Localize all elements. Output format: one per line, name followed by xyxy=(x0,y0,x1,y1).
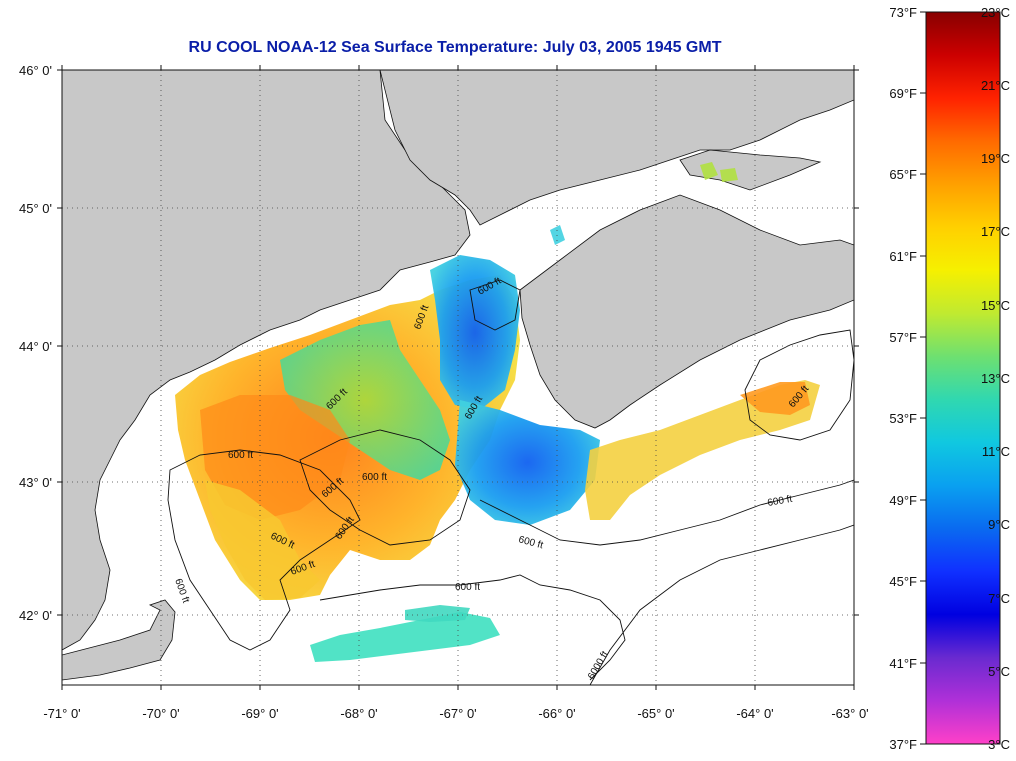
colorbar-c-label: 9°C xyxy=(988,517,1010,532)
colorbar-bar xyxy=(925,11,1001,745)
colorbar-f-label: 37°F xyxy=(889,737,917,752)
contour-label: 600 ft xyxy=(455,582,480,593)
sst-patch-south-small xyxy=(405,605,470,622)
contour-south-600 xyxy=(319,574,626,681)
lon-label: -65° 0' xyxy=(637,706,674,721)
colorbar-c-label: 17°C xyxy=(981,224,1010,239)
lat-label: 44° 0' xyxy=(19,339,52,354)
longitude-labels: -71° 0' -70° 0' -69° 0' -68° 0' -67° 0' … xyxy=(43,706,868,721)
colorbar-f-label: 73°F xyxy=(889,5,917,20)
land-new-england xyxy=(62,70,471,651)
colorbar-celsius-labels: 23°C 21°C 19°C 17°C 15°C 13°C 11°C 9°C 7… xyxy=(981,5,1010,752)
contour-northeast-600 xyxy=(744,329,854,441)
sst-patch-yellow-south xyxy=(205,480,320,600)
sst-patch-east-blue xyxy=(455,400,600,525)
lon-label: -68° 0' xyxy=(340,706,377,721)
colorbar-c-label: 23°C xyxy=(981,5,1010,20)
sst-overlay xyxy=(175,162,820,662)
colorbar: 73°F 69°F 65°F 61°F 57°F 53°F 49°F 45°F … xyxy=(889,5,1010,752)
lon-label: -66° 0' xyxy=(538,706,575,721)
colorbar-f-label: 45°F xyxy=(889,574,917,589)
sst-patch-south-cyan xyxy=(310,612,500,662)
colorbar-c-label: 11°C xyxy=(982,444,1010,459)
colorbar-f-label: 49°F xyxy=(889,493,917,508)
coordinate-grid xyxy=(62,70,854,685)
contour-basin-600 xyxy=(299,429,471,546)
sst-patch-northeast-green xyxy=(700,162,718,180)
lat-label: 42° 0' xyxy=(19,608,52,623)
colorbar-f-label: 57°F xyxy=(889,330,917,345)
sst-patch-northeast-blue xyxy=(430,255,520,410)
colorbar-c-label: 13°C xyxy=(981,371,1010,386)
lat-label: 46° 0' xyxy=(19,63,52,78)
sst-patch-east-orange xyxy=(740,382,810,415)
land-cape-cod xyxy=(62,599,176,681)
contour-label: 600 ft xyxy=(362,472,387,483)
colorbar-c-label: 5°C xyxy=(988,664,1010,679)
map-area xyxy=(57,65,859,690)
sst-patch-central-green xyxy=(280,320,450,480)
land-new-brunswick xyxy=(379,70,854,226)
colorbar-c-label: 19°C xyxy=(981,151,1010,166)
lon-label: -69° 0' xyxy=(241,706,278,721)
bathymetry-contours xyxy=(167,279,854,685)
colorbar-fahrenheit-labels: 73°F 69°F 65°F 61°F 57°F 53°F 49°F 45°F … xyxy=(889,5,917,752)
sst-patch-orange-core xyxy=(200,395,350,520)
land-nova-scotia xyxy=(519,194,854,429)
contour-shelf-600 xyxy=(167,449,361,651)
latitude-labels: 46° 0' 45° 0' 44° 0' 43° 0' 42° 0' xyxy=(19,63,52,623)
contour-deep-6000 xyxy=(589,524,854,685)
lat-label: 45° 0' xyxy=(19,201,52,216)
colorbar-ticks xyxy=(920,11,926,745)
sst-patch-east-yellow xyxy=(585,380,820,520)
colorbar-f-label: 65°F xyxy=(889,167,917,182)
contour-label: 600 ft xyxy=(767,494,794,509)
lon-label: -67° 0' xyxy=(439,706,476,721)
contour-east-600 xyxy=(479,479,854,546)
map-title: RU COOL NOAA-12 Sea Surface Temperature:… xyxy=(189,39,722,56)
contour-label: 600 ft xyxy=(228,450,253,461)
contour-fundy-600 xyxy=(469,279,521,331)
lat-label: 43° 0' xyxy=(19,475,52,490)
frame-ticks xyxy=(57,65,859,690)
sst-patch-northeast-green-2 xyxy=(720,168,738,182)
colorbar-f-label: 61°F xyxy=(889,249,917,264)
lon-label: -70° 0' xyxy=(142,706,179,721)
colorbar-c-label: 3°C xyxy=(988,737,1010,752)
colorbar-f-label: 69°F xyxy=(889,86,917,101)
lon-label: -71° 0' xyxy=(43,706,80,721)
colorbar-c-label: 7°C xyxy=(988,591,1010,606)
land-masses xyxy=(62,70,854,681)
colorbar-f-label: 53°F xyxy=(889,411,917,426)
sst-patch-bay-fundy-cyan xyxy=(550,225,565,245)
colorbar-f-label: 41°F xyxy=(889,656,917,671)
lon-label: -63° 0' xyxy=(831,706,868,721)
colorbar-c-label: 15°C xyxy=(981,298,1010,313)
colorbar-c-label: 21°C xyxy=(981,78,1010,93)
lon-label: -64° 0' xyxy=(736,706,773,721)
